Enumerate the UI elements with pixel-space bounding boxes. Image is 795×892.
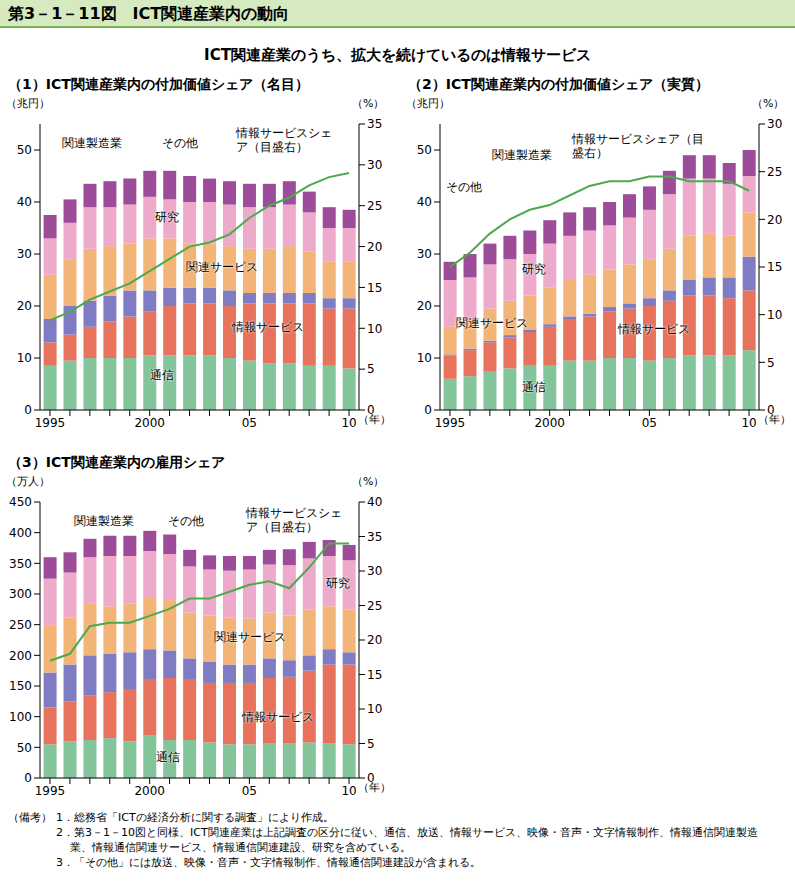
svg-text:10: 10 xyxy=(767,308,782,322)
svg-text:0: 0 xyxy=(424,403,432,417)
svg-text:25: 25 xyxy=(367,199,382,213)
svg-text:10: 10 xyxy=(341,416,356,430)
svg-text:20: 20 xyxy=(367,633,382,647)
svg-text:50: 50 xyxy=(17,741,32,755)
svg-text:5: 5 xyxy=(367,362,375,376)
svg-text:05: 05 xyxy=(642,416,657,430)
svg-text:50: 50 xyxy=(17,143,32,157)
svg-text:30: 30 xyxy=(367,564,382,578)
svg-text:10: 10 xyxy=(741,416,756,430)
svg-text:1995: 1995 xyxy=(35,784,66,798)
svg-text:30: 30 xyxy=(417,247,432,261)
svg-text:10: 10 xyxy=(367,322,382,336)
svg-text:40: 40 xyxy=(367,495,382,509)
svg-text:10: 10 xyxy=(417,351,432,365)
svg-text:200: 200 xyxy=(9,649,32,663)
svg-text:15: 15 xyxy=(367,281,382,295)
svg-text:5: 5 xyxy=(367,737,375,751)
svg-text:20: 20 xyxy=(417,299,432,313)
svg-text:05: 05 xyxy=(242,784,257,798)
svg-text:10: 10 xyxy=(367,702,382,716)
svg-text:30: 30 xyxy=(17,247,32,261)
svg-text:2000: 2000 xyxy=(534,416,565,430)
svg-text:400: 400 xyxy=(9,526,32,540)
svg-text:30: 30 xyxy=(767,117,782,131)
svg-text:20: 20 xyxy=(17,299,32,313)
svg-text:10: 10 xyxy=(341,784,356,798)
svg-text:5: 5 xyxy=(767,356,775,370)
svg-text:0: 0 xyxy=(24,771,32,785)
svg-text:100: 100 xyxy=(9,710,32,724)
svg-text:05: 05 xyxy=(242,416,257,430)
svg-text:20: 20 xyxy=(367,240,382,254)
svg-text:40: 40 xyxy=(17,195,32,209)
svg-text:150: 150 xyxy=(9,679,32,693)
svg-text:10: 10 xyxy=(17,351,32,365)
svg-text:2000: 2000 xyxy=(134,416,165,430)
svg-text:350: 350 xyxy=(9,557,32,571)
svg-text:450: 450 xyxy=(9,495,32,509)
svg-text:20: 20 xyxy=(767,213,782,227)
svg-text:15: 15 xyxy=(767,260,782,274)
svg-text:0: 0 xyxy=(24,403,32,417)
svg-text:35: 35 xyxy=(367,530,382,544)
svg-text:35: 35 xyxy=(367,117,382,131)
svg-text:40: 40 xyxy=(417,195,432,209)
svg-text:30: 30 xyxy=(367,158,382,172)
svg-text:1995: 1995 xyxy=(35,416,66,430)
svg-text:50: 50 xyxy=(417,143,432,157)
svg-text:25: 25 xyxy=(767,165,782,179)
svg-text:300: 300 xyxy=(9,587,32,601)
svg-text:2000: 2000 xyxy=(134,784,165,798)
svg-text:1995: 1995 xyxy=(435,416,466,430)
svg-text:250: 250 xyxy=(9,618,32,632)
svg-text:15: 15 xyxy=(367,668,382,682)
svg-text:25: 25 xyxy=(367,599,382,613)
